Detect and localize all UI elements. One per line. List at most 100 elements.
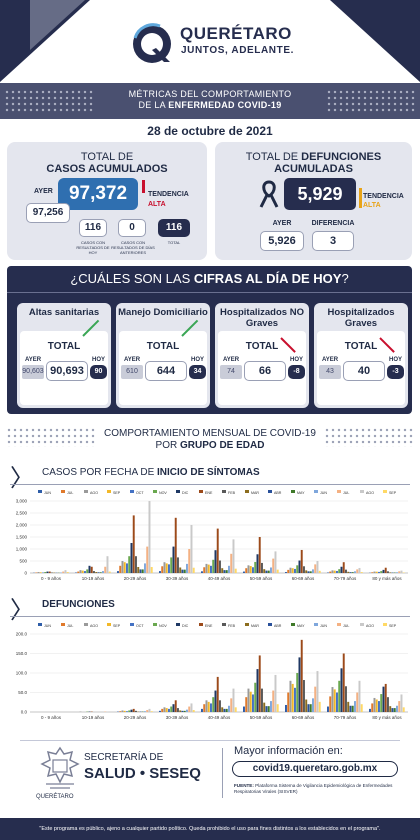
bar <box>174 517 177 573</box>
x-tick-label: 60-69 años <box>292 715 315 720</box>
y-tick-label: 2,000 <box>16 523 28 528</box>
legend-swatch <box>291 490 295 493</box>
bar <box>210 703 212 712</box>
bar <box>132 708 135 712</box>
bar <box>207 701 210 712</box>
bar <box>216 676 219 712</box>
bar <box>338 569 341 573</box>
legend-swatch <box>130 623 134 626</box>
bar <box>305 570 308 573</box>
bar <box>221 568 224 573</box>
bar <box>265 706 268 712</box>
bar <box>234 707 237 712</box>
bar <box>378 701 380 712</box>
bar <box>144 563 146 573</box>
bar <box>340 566 343 573</box>
bar <box>177 557 179 573</box>
section-cases-title: CASOS POR FECHA DE INICIO DE SÍNTOMAS <box>42 467 260 478</box>
legend-swatch <box>199 490 203 493</box>
card-hoy-label: HOY <box>290 357 304 363</box>
bar <box>345 569 347 573</box>
legend-label: ABR <box>274 491 282 495</box>
bar <box>274 551 277 573</box>
today-divider <box>7 292 412 293</box>
legend-swatch <box>245 623 249 626</box>
bar <box>128 556 131 573</box>
cases-title2: CASOS ACUMULADOS <box>46 163 168 175</box>
bar <box>247 688 250 712</box>
bar <box>314 686 317 712</box>
bar <box>219 560 221 573</box>
cases-tendencia-label: TENDENCIA <box>148 191 189 198</box>
bar <box>210 565 212 573</box>
legend-label: JUL <box>67 491 73 495</box>
monthly-line2: POR GRUPO DE EDAD <box>0 440 420 451</box>
bar <box>106 556 109 573</box>
banner-line2-bold: ENFERMEDAD COVID-19 <box>168 100 282 110</box>
bar <box>159 710 161 712</box>
bar <box>121 710 124 712</box>
bar <box>128 710 131 712</box>
card-hoy-label: HOY <box>191 357 205 363</box>
bar <box>161 708 164 712</box>
bar <box>333 689 336 712</box>
bar <box>232 539 235 573</box>
y-tick-label: 0.0 <box>21 710 28 715</box>
card-hospitalizados-graves: Hospitalizados Graves TOTAL AYER HOY 43 … <box>314 303 408 408</box>
deaths-title2: ACUMULADAS <box>274 163 353 175</box>
legend-swatch <box>383 623 387 626</box>
cases-box3-value: 116 <box>158 219 190 237</box>
bar <box>219 700 221 712</box>
legend-label: JUL <box>67 624 73 628</box>
bar <box>387 697 389 712</box>
bar <box>289 680 292 712</box>
bar <box>261 688 263 712</box>
bar <box>225 570 228 573</box>
bar <box>267 570 270 573</box>
bar <box>48 571 51 573</box>
bar <box>349 572 352 573</box>
deaths-tendencia-marker <box>359 188 362 208</box>
x-tick-label: 20-29 años <box>124 576 147 581</box>
info-url-link[interactable]: covid19.queretaro.gob.mx <box>232 761 398 777</box>
header <box>0 0 420 82</box>
legend-swatch <box>337 623 341 626</box>
legend-swatch <box>245 490 249 493</box>
x-tick-label: 50-59 años <box>250 576 273 581</box>
legend-swatch <box>153 490 157 493</box>
section-cases-bold: INICIO DE SÍNTOMAS <box>157 467 260 478</box>
x-tick-label: 10-19 años <box>82 715 105 720</box>
bar <box>165 563 168 573</box>
card-ayer-label: AYER <box>322 357 339 363</box>
bar <box>345 686 347 712</box>
x-tick-label: 40-49 años <box>208 576 231 581</box>
bar <box>285 704 287 712</box>
bar <box>356 569 359 573</box>
cases-box2-label: CASOS CON RESULTADOS DE DÍAS ANTERIORES <box>111 240 155 255</box>
card-ayer-label: AYER <box>223 357 240 363</box>
cases-box3-label: TOTAL <box>167 240 181 245</box>
bar <box>66 572 69 573</box>
monthly-line1: COMPORTAMIENTO MENSUAL DE COVID-19 <box>104 428 316 439</box>
bar <box>121 561 124 573</box>
legend-label: AGO <box>366 491 374 495</box>
bar <box>294 687 296 712</box>
bar <box>287 569 290 573</box>
bar <box>263 569 266 573</box>
x-tick-label: 10-19 años <box>82 576 105 581</box>
cases-total-value: 97,372 <box>58 178 138 210</box>
bar <box>360 704 363 712</box>
card-title: Hospitalizados Graves <box>327 307 395 329</box>
legend-label: FEB <box>228 491 236 495</box>
bar <box>205 700 208 712</box>
today-title: ¿CUÁLES SON LAS CIFRAS AL DÍA DE HOY? <box>7 271 412 286</box>
legend-label: SEP <box>113 624 121 628</box>
legend-label: FEB <box>228 624 236 628</box>
y-tick-label: 200.0 <box>16 632 28 637</box>
bar <box>144 711 146 712</box>
legend-label: JUN <box>44 624 51 628</box>
bar <box>351 705 354 712</box>
today-title-bold: CIFRAS AL DÍA DE HOY <box>193 271 342 286</box>
legend-swatch <box>268 490 272 493</box>
queretaro-logo-icon <box>133 23 171 63</box>
